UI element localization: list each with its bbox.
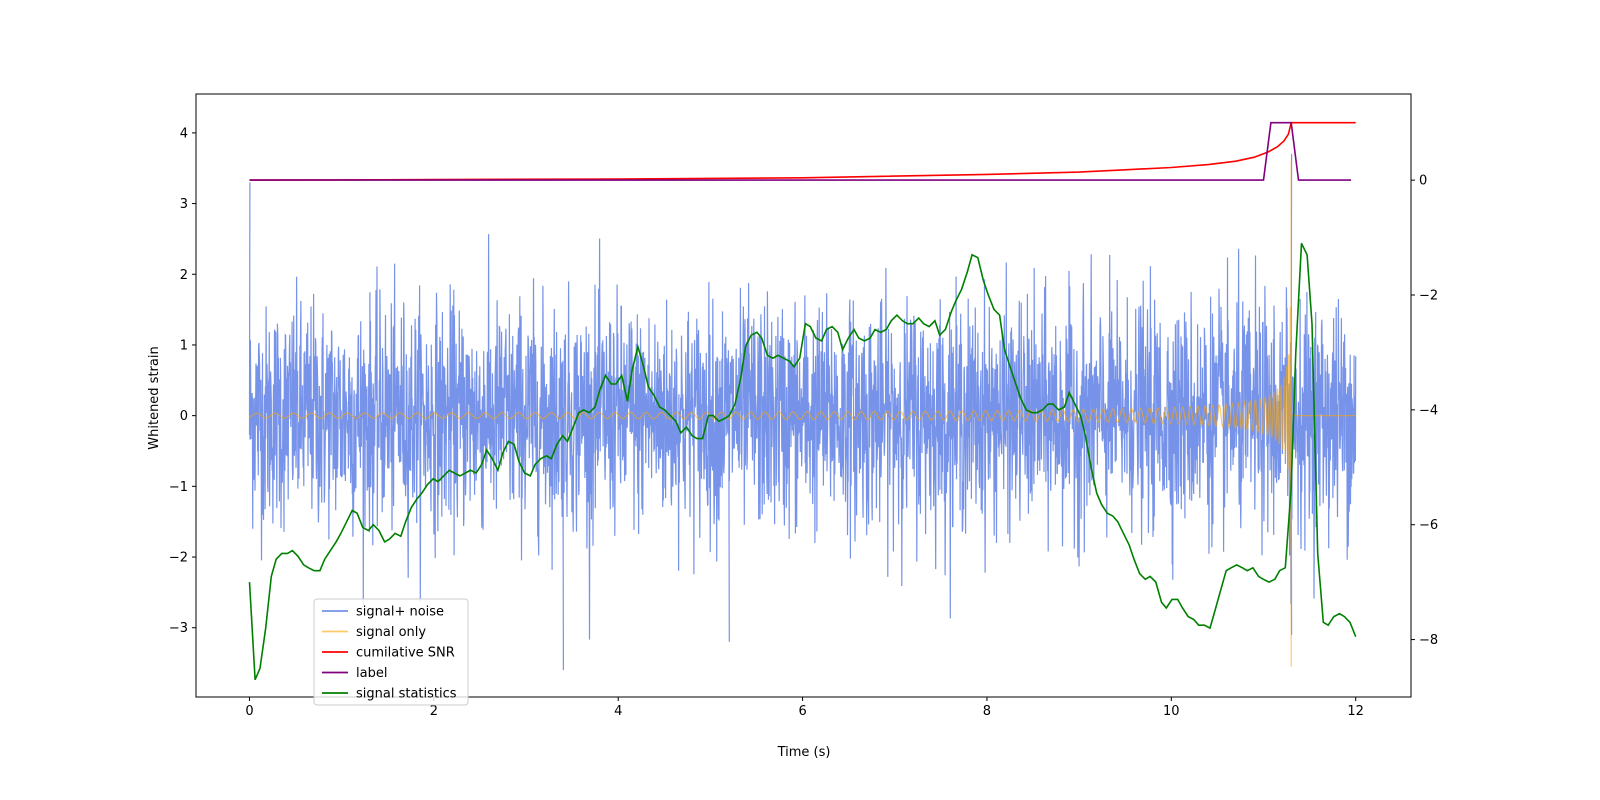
series-cumulative-snr-line bbox=[249, 121, 1356, 181]
right-y-axis-ticks: −8 −6 −4 −2 0 bbox=[1411, 174, 1438, 648]
x-axis-label: Time (s) bbox=[777, 745, 831, 760]
x-tick-label: 8 bbox=[983, 704, 991, 719]
x-tick-label: 2 bbox=[430, 704, 438, 719]
legend-entry-label: cumilative SNR bbox=[356, 646, 455, 661]
series-signal-only-line bbox=[249, 161, 1356, 667]
axes-frame bbox=[195, 93, 1412, 698]
x-axis-ticks: 0 2 4 6 8 10 12 bbox=[245, 697, 1364, 719]
left-y-tick-label: 2 bbox=[180, 268, 188, 283]
right-y-tick-label: −4 bbox=[1419, 403, 1438, 418]
left-y-tick-label: 1 bbox=[180, 338, 188, 353]
series-signal-noise-line bbox=[248, 154, 1357, 671]
y-axis-label: Whitened strain bbox=[147, 346, 162, 449]
left-y-tick-label: 4 bbox=[180, 126, 188, 141]
x-tick-label: 4 bbox=[614, 704, 622, 719]
legend-entry-label: signal+ noise bbox=[356, 605, 444, 620]
legend-entry-label: signal statistics bbox=[356, 687, 457, 702]
axes-border bbox=[195, 93, 1412, 698]
right-y-tick-label: 0 bbox=[1419, 174, 1427, 189]
plot-area bbox=[248, 121, 1357, 681]
x-tick-label: 0 bbox=[245, 704, 253, 719]
legend-entry-label: label bbox=[356, 666, 387, 681]
legend: signal+ noise signal only cumilative SNR la… bbox=[313, 598, 469, 706]
legend-box bbox=[313, 598, 469, 706]
series-signal-statistics-line bbox=[248, 242, 1357, 681]
x-tick-label: 12 bbox=[1347, 704, 1364, 719]
left-y-tick-label: −2 bbox=[169, 551, 188, 566]
left-y-tick-label: 3 bbox=[180, 197, 188, 212]
right-y-tick-label: −6 bbox=[1419, 518, 1438, 533]
x-tick-label: 6 bbox=[798, 704, 806, 719]
left-y-tick-label: −1 bbox=[169, 480, 188, 495]
series-label-line bbox=[249, 121, 1352, 181]
right-y-tick-label: −2 bbox=[1419, 289, 1438, 304]
x-tick-label: 10 bbox=[1163, 704, 1180, 719]
left-y-tick-label: 0 bbox=[180, 409, 188, 424]
legend-entry-label: signal only bbox=[356, 625, 426, 640]
right-y-tick-label: −8 bbox=[1419, 633, 1438, 648]
left-y-tick-label: −3 bbox=[169, 621, 188, 636]
left-y-axis-ticks: −3 −2 −1 0 1 2 3 4 bbox=[169, 126, 196, 636]
